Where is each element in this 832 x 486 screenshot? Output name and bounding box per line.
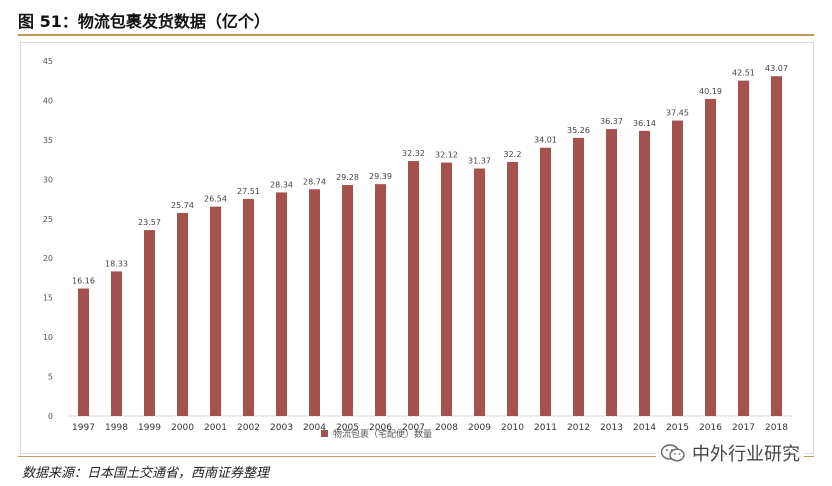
bar: [606, 129, 617, 416]
bar: [573, 137, 584, 416]
data-label: 43.07: [765, 64, 788, 73]
bar: [540, 147, 551, 416]
x-tick-label: 2004: [303, 423, 326, 433]
bar: [210, 206, 221, 416]
bar: [342, 185, 353, 416]
data-label: 32.2: [504, 150, 522, 159]
data-label: 27.51: [237, 187, 260, 196]
bar: [177, 212, 188, 416]
data-label: 29.39: [369, 172, 392, 181]
x-tick-label: 2010: [501, 423, 524, 433]
watermark: 中外行业研究: [656, 440, 804, 466]
bar-chart: 0 5 10 15 20 25 30 35 40 45 16.16 1997 18.33 1998 23.5…: [43, 57, 793, 440]
wechat-icon: [660, 444, 685, 462]
data-label: 32.32: [402, 149, 425, 158]
x-tick-label: 2000: [171, 423, 194, 433]
bar: [705, 98, 716, 416]
x-tick-label: 2016: [699, 423, 722, 433]
data-label: 42.51: [732, 69, 755, 78]
bar: [441, 162, 452, 416]
y-tick-label: 35: [43, 136, 53, 145]
legend-swatch: [321, 430, 328, 437]
data-label: 28.34: [270, 180, 293, 189]
y-tick-label: 30: [43, 175, 53, 184]
bar: [408, 161, 419, 416]
x-tick-label: 2008: [435, 423, 458, 433]
bar: [507, 161, 518, 416]
data-label: 16.16: [72, 277, 95, 286]
bar: [243, 198, 254, 416]
data-label: 28.74: [303, 177, 326, 186]
data-label: 32.12: [435, 151, 458, 160]
bar: [144, 230, 155, 416]
x-tick-label: 2009: [468, 423, 491, 433]
data-label: 36.14: [633, 119, 656, 128]
x-tick-label: 1999: [138, 423, 161, 433]
watermark-text: 中外行业研究: [692, 444, 800, 465]
bar: [738, 80, 749, 416]
x-tick-label: 1998: [105, 423, 128, 433]
bar: [309, 189, 320, 416]
x-tick-label: 2006: [369, 423, 392, 433]
y-tick-label: 5: [48, 373, 53, 382]
x-tick-label: 2015: [666, 423, 689, 433]
bar: [672, 120, 683, 417]
y-tick-label: 45: [43, 57, 53, 66]
bar: [639, 130, 650, 416]
data-label: 29.28: [336, 173, 359, 182]
x-tick-label: 2002: [237, 423, 260, 433]
title-rule: [18, 34, 814, 36]
bar: [375, 184, 386, 416]
x-tick-label: 2018: [765, 423, 788, 433]
chart-panel: 0 5 10 15 20 25 30 35 40 45 16.16 1997 18.33 1998 23.5…: [20, 42, 814, 454]
data-label: 37.45: [666, 109, 689, 118]
bar: [111, 271, 122, 416]
data-label: 31.37: [468, 157, 491, 166]
data-label: 34.01: [534, 136, 557, 145]
bar: [771, 76, 782, 416]
x-tick-label: 2012: [567, 423, 590, 433]
y-tick-label: 0: [48, 412, 53, 421]
bottom-rule: [18, 456, 814, 457]
x-tick-label: 2017: [732, 423, 755, 433]
y-tick-label: 15: [43, 294, 53, 303]
y-tick-label: 25: [43, 215, 53, 224]
y-tick-label: 40: [43, 96, 53, 105]
data-label: 25.74: [171, 201, 194, 210]
x-tick-label: 2001: [204, 423, 227, 433]
source-note: 数据来源：日本国土交通省，西南证券整理: [22, 466, 270, 481]
x-tick-label: 2014: [633, 423, 656, 433]
x-tick-label: 2007: [402, 423, 425, 433]
x-tick-label: 1997: [72, 423, 95, 433]
data-label: 18.33: [105, 259, 128, 268]
x-tick-label: 2003: [270, 423, 293, 433]
y-tick-label: 20: [43, 254, 53, 263]
y-tick-label: 10: [43, 333, 53, 342]
bar: [276, 192, 287, 416]
data-label: 36.37: [600, 117, 623, 126]
legend-label: 物流包裹（宅配便）数量: [333, 428, 432, 440]
data-label: 35.26: [567, 126, 590, 135]
data-label: 23.57: [138, 218, 161, 227]
bar: [78, 288, 89, 416]
data-label: 40.19: [699, 87, 722, 96]
x-tick-label: 2013: [600, 423, 623, 433]
x-tick-label: 2011: [534, 423, 557, 433]
bar: [474, 168, 485, 416]
figure-title: 图 51：物流包裹发货数据（亿个）: [18, 12, 270, 31]
x-tick-label: 2005: [336, 423, 359, 433]
data-label: 26.54: [204, 195, 227, 204]
